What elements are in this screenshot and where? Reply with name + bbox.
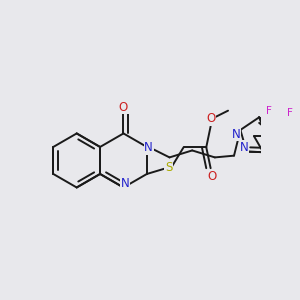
Text: O: O <box>119 101 128 114</box>
Text: O: O <box>206 112 215 125</box>
Text: N: N <box>144 141 153 154</box>
Text: F: F <box>287 108 293 118</box>
Text: N: N <box>121 177 130 190</box>
Text: N: N <box>232 128 240 141</box>
Text: S: S <box>165 161 172 174</box>
Text: O: O <box>208 170 217 183</box>
Text: N: N <box>240 141 248 154</box>
Text: F: F <box>266 106 272 116</box>
